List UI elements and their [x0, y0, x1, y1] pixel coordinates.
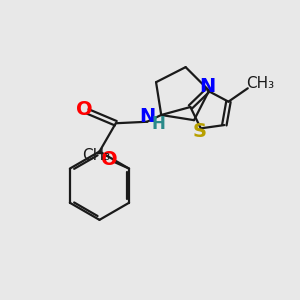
Text: O: O — [76, 100, 92, 119]
Text: O: O — [101, 150, 117, 169]
Text: N: N — [139, 107, 155, 126]
Text: H: H — [152, 115, 165, 133]
Text: N: N — [199, 77, 216, 96]
Text: CH₃: CH₃ — [246, 76, 274, 91]
Text: CH₃: CH₃ — [82, 148, 110, 163]
Text: S: S — [192, 122, 206, 141]
